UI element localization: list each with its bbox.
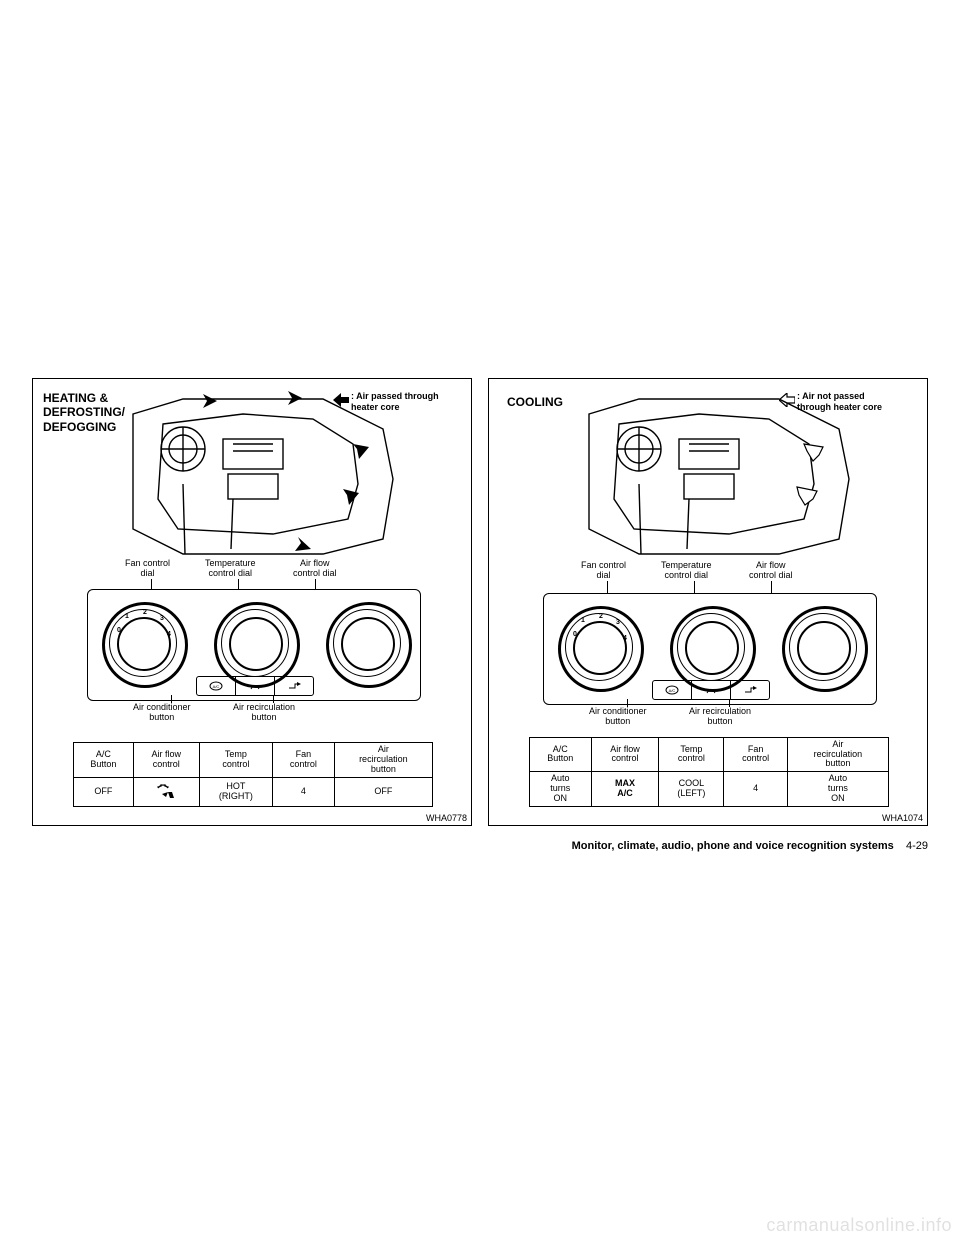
label-line bbox=[627, 699, 628, 707]
temp-dial-label: Temperature control dial bbox=[205, 559, 256, 579]
cell-recirc: Auto turns ON bbox=[787, 772, 888, 807]
col-recirc: Air recirculation button bbox=[787, 737, 888, 772]
cell-airflow bbox=[133, 778, 199, 807]
cell-temp: COOL (LEFT) bbox=[659, 772, 724, 807]
cell-ac: OFF bbox=[74, 778, 134, 807]
fan-dial-icon: 0 1 2 3 4 bbox=[102, 602, 188, 688]
page-footer: Monitor, climate, audio, phone and voice… bbox=[572, 840, 928, 852]
ac-button-label: Air conditioner button bbox=[133, 703, 191, 723]
button-row: A/C bbox=[652, 680, 770, 700]
cooling-panel: COOLING : Air not passed through heater … bbox=[488, 378, 928, 826]
col-temp: Temp control bbox=[659, 737, 724, 772]
recirc-button-label: Air recirculation button bbox=[233, 703, 295, 723]
car-interior-diagram-icon bbox=[579, 389, 859, 559]
cell-recirc: OFF bbox=[334, 778, 432, 807]
defrost-button-icon bbox=[236, 677, 275, 695]
svg-text:A/C: A/C bbox=[669, 688, 676, 693]
col-airflow: Air flow control bbox=[591, 737, 659, 772]
recirc-button-icon bbox=[275, 677, 313, 695]
panels-row: HEATING & DEFROSTING/ DEFOGGING : Air pa… bbox=[32, 378, 928, 826]
label-line bbox=[694, 581, 695, 593]
col-fan: Fan control bbox=[273, 743, 335, 778]
col-recirc: Air recirculation button bbox=[334, 743, 432, 778]
airflow-dial-icon bbox=[782, 606, 868, 692]
label-line bbox=[729, 699, 730, 707]
label-line bbox=[607, 581, 608, 593]
col-ac: A/C Button bbox=[74, 743, 134, 778]
cell-airflow: MAX A/C bbox=[591, 772, 659, 807]
heating-title: HEATING & DEFROSTING/ DEFOGGING bbox=[43, 391, 125, 434]
recirc-button-label: Air recirculation button bbox=[689, 707, 751, 727]
footer-section: Monitor, climate, audio, phone and voice… bbox=[572, 840, 894, 852]
col-fan: Fan control bbox=[724, 737, 787, 772]
defrost-button-icon bbox=[692, 681, 731, 699]
diagram-code: WHA0778 bbox=[426, 813, 467, 823]
watermark: carmanualsonline.info bbox=[766, 1215, 952, 1236]
cell-fan: 4 bbox=[273, 778, 335, 807]
label-line bbox=[171, 695, 172, 703]
defrost-foot-icon bbox=[154, 782, 178, 800]
temp-dial-label: Temperature control dial bbox=[661, 561, 712, 581]
heating-panel: HEATING & DEFROSTING/ DEFOGGING : Air pa… bbox=[32, 378, 472, 826]
cell-fan: 4 bbox=[724, 772, 787, 807]
fan-dial-icon: 0 1 2 3 4 bbox=[558, 606, 644, 692]
label-line bbox=[273, 695, 274, 703]
col-airflow: Air flow control bbox=[133, 743, 199, 778]
ac-button-icon: A/C bbox=[197, 677, 236, 695]
cooling-title: COOLING bbox=[507, 395, 563, 409]
label-line bbox=[771, 581, 772, 593]
button-row: A/C bbox=[196, 676, 314, 696]
col-temp: Temp control bbox=[199, 743, 272, 778]
ac-button-icon: A/C bbox=[653, 681, 692, 699]
hvac-control-panel: 0 1 2 3 4 A/C bbox=[87, 589, 421, 701]
airflow-dial-icon bbox=[326, 602, 412, 688]
heating-settings-table: A/C Button Air flow control Temp control… bbox=[73, 742, 433, 807]
fan-dial-label: Fan control dial bbox=[581, 561, 626, 581]
diagram-code: WHA1074 bbox=[882, 813, 923, 823]
page-content: HEATING & DEFROSTING/ DEFOGGING : Air pa… bbox=[32, 378, 928, 826]
fan-dial-label: Fan control dial bbox=[125, 559, 170, 579]
col-ac: A/C Button bbox=[530, 737, 592, 772]
hvac-control-panel: 0 1 2 3 4 A/C bbox=[543, 593, 877, 705]
car-interior-diagram-icon bbox=[123, 389, 403, 559]
ac-button-label: Air conditioner button bbox=[589, 707, 647, 727]
footer-page: 4-29 bbox=[906, 840, 928, 852]
airflow-dial-label: Air flow control dial bbox=[293, 559, 337, 579]
cooling-settings-table: A/C Button Air flow control Temp control… bbox=[529, 737, 889, 807]
recirc-button-icon bbox=[731, 681, 769, 699]
cell-ac: Auto turns ON bbox=[530, 772, 592, 807]
cell-temp: HOT (RIGHT) bbox=[199, 778, 272, 807]
svg-text:A/C: A/C bbox=[213, 684, 220, 689]
airflow-dial-label: Air flow control dial bbox=[749, 561, 793, 581]
